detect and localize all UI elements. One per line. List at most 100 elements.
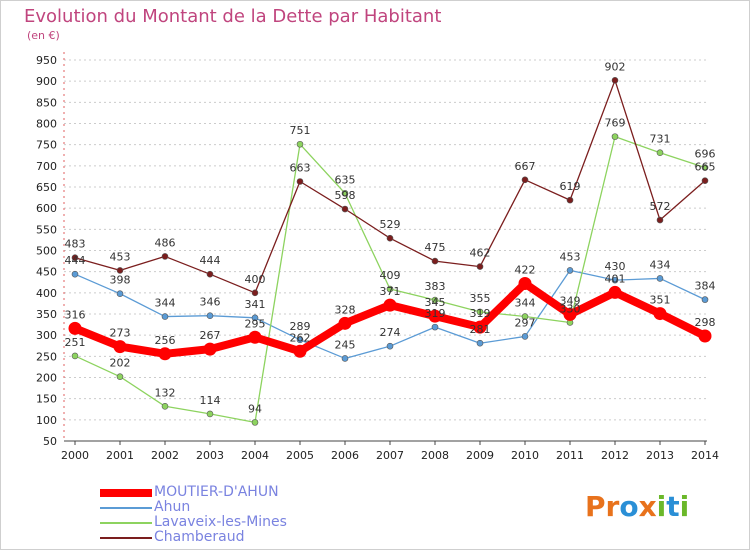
legend-swatch [100, 522, 152, 524]
logo-letter: i [656, 490, 667, 523]
data-point [611, 133, 619, 140]
data-point [656, 216, 664, 224]
y-tick-label: 450 [36, 266, 57, 279]
data-point [608, 285, 622, 299]
data-point [386, 234, 394, 242]
data-label: 251 [65, 336, 86, 349]
data-label: 483 [65, 238, 86, 251]
legend-label: MOUTIER-D'AHUN [154, 484, 279, 500]
legend-swatch [100, 537, 152, 539]
data-label: 751 [290, 124, 311, 137]
data-point [611, 276, 619, 284]
data-label: 453 [110, 250, 131, 263]
y-tick-label: 600 [36, 202, 57, 215]
y-tick-label: 700 [36, 160, 57, 173]
data-label: 400 [245, 273, 266, 286]
data-label: 384 [695, 280, 716, 293]
data-point [113, 340, 127, 354]
logo-letter: x [638, 490, 657, 523]
data-label: 289 [290, 320, 311, 333]
data-point [116, 290, 124, 297]
data-point [701, 296, 709, 303]
data-point [296, 140, 304, 148]
x-tick-label: 2013 [646, 449, 674, 462]
data-label: 316 [65, 308, 86, 321]
x-tick-label: 2003 [196, 449, 224, 462]
data-point [116, 267, 124, 274]
data-point [521, 333, 529, 340]
line-chart: 50 100 150 200 250 300 350 400 450 500 550 600 650 70… [36, 52, 719, 462]
y-tick-label: 200 [36, 372, 57, 385]
data-point [431, 296, 439, 304]
data-point [206, 410, 214, 418]
data-point [566, 196, 574, 204]
data-point [698, 329, 712, 343]
x-tick-label: 2005 [286, 449, 314, 462]
data-point [161, 313, 169, 320]
data-point [476, 339, 484, 347]
data-label: 330 [560, 302, 581, 315]
data-label: 665 [695, 161, 716, 174]
y-tick-label: 500 [36, 245, 57, 258]
data-point [563, 307, 577, 321]
x-tick-label: 2014 [691, 449, 719, 462]
logo-letter: P [585, 490, 606, 523]
data-label: 202 [110, 357, 131, 370]
data-point [341, 355, 349, 362]
data-label: 598 [335, 189, 356, 202]
data-label: 731 [650, 133, 671, 146]
data-point [68, 321, 82, 335]
y-tick-label: 550 [36, 223, 57, 236]
data-label: 319 [470, 307, 491, 320]
data-point [611, 77, 619, 84]
data-label: 114 [200, 394, 221, 407]
data-point [338, 316, 352, 330]
data-point [428, 309, 442, 323]
data-point [161, 402, 169, 410]
data-point [566, 267, 574, 274]
data-label: 696 [695, 148, 716, 161]
x-tick-label: 2000 [61, 449, 89, 462]
x-tick-label: 2001 [106, 449, 134, 462]
data-label: 401 [605, 272, 626, 285]
data-point [116, 373, 124, 380]
data-point [203, 342, 217, 356]
data-label: 273 [110, 327, 131, 340]
data-label: 328 [335, 303, 356, 316]
data-label: 355 [470, 292, 491, 305]
data-label: 635 [335, 173, 356, 186]
data-point [656, 149, 664, 157]
y-tick-label: 400 [36, 287, 57, 300]
y-tick-label: 650 [36, 181, 57, 194]
data-label: 430 [605, 260, 626, 273]
data-point [71, 254, 79, 261]
y-tick-label: 950 [36, 54, 57, 67]
data-point [383, 298, 397, 312]
legend-label: Chamberaud [154, 529, 245, 545]
data-label: 663 [290, 161, 311, 174]
legend-label: Lavaveix-les-Mines [154, 514, 287, 530]
data-label: 486 [155, 236, 176, 249]
data-point [71, 352, 79, 360]
data-point [251, 419, 259, 426]
data-point [431, 257, 439, 265]
data-label: 667 [515, 160, 536, 173]
logo-letter: t [666, 490, 680, 523]
data-point [296, 336, 304, 344]
data-label: 346 [200, 296, 221, 309]
data-label: 281 [470, 323, 491, 336]
data-label: 351 [650, 294, 671, 307]
x-tick-label: 2006 [331, 449, 359, 462]
logo-letter: o [619, 490, 639, 523]
data-label: 132 [155, 386, 176, 399]
data-label: 319 [425, 307, 446, 320]
data-point [431, 323, 439, 331]
data-point [701, 164, 709, 171]
logo-letter: r [605, 490, 620, 523]
data-label: 345 [425, 296, 446, 309]
data-point [206, 270, 214, 278]
data-point [473, 320, 487, 334]
data-label: 769 [605, 117, 626, 130]
data-point [296, 178, 304, 185]
x-tick-label: 2011 [556, 449, 584, 462]
